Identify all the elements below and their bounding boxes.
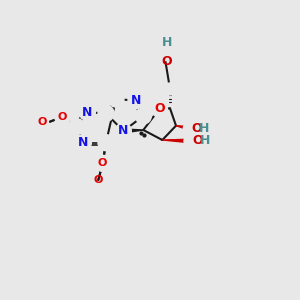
Text: O: O [162,55,172,68]
Circle shape [115,123,131,139]
Text: O: O [94,175,103,185]
Text: N: N [78,136,88,149]
Circle shape [128,93,144,109]
Text: O: O [192,134,202,148]
Circle shape [98,105,114,121]
Text: N: N [82,106,92,119]
Circle shape [156,45,172,61]
Text: O: O [191,122,202,135]
Circle shape [108,91,124,107]
Circle shape [75,135,91,151]
Circle shape [95,155,111,171]
Circle shape [158,47,170,59]
Text: H: H [200,134,210,148]
Circle shape [151,101,167,117]
Circle shape [98,135,114,151]
Text: O: O [154,103,165,116]
Text: N: N [131,94,141,107]
Text: O: O [98,158,107,168]
Text: H: H [199,122,210,135]
Text: N: N [118,124,128,137]
Circle shape [183,122,195,134]
Circle shape [164,83,176,95]
Circle shape [79,104,95,120]
Circle shape [184,135,196,147]
Text: O: O [58,112,68,122]
Polygon shape [176,126,190,130]
Circle shape [135,108,151,124]
Polygon shape [123,129,143,133]
Polygon shape [162,139,190,143]
Circle shape [55,109,71,125]
Text: H: H [162,36,172,49]
Circle shape [69,119,85,135]
Text: O: O [38,117,47,127]
